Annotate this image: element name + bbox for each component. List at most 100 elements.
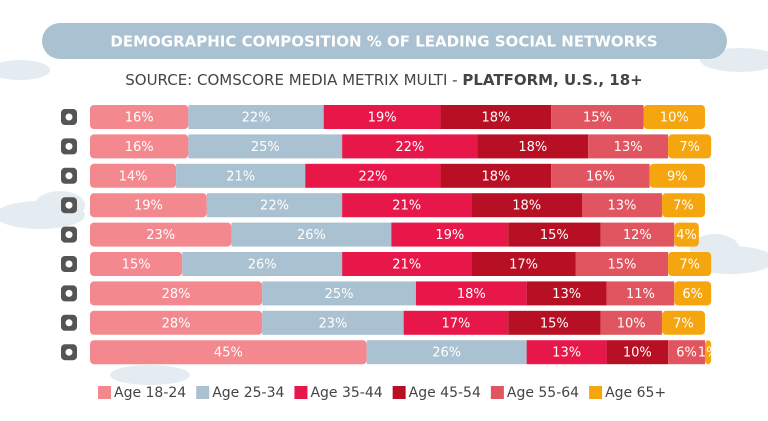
bar-segment [440, 105, 552, 129]
bar-segment [551, 105, 644, 129]
data-label: 15% [583, 111, 612, 126]
legend-label: Age 25-34 [212, 385, 284, 401]
data-label: 18% [518, 140, 547, 155]
data-label: 22% [358, 169, 387, 184]
network-icon-dot [65, 231, 73, 239]
bar-segment [606, 340, 669, 365]
bar-segment [668, 340, 705, 365]
data-label: 16% [125, 111, 154, 126]
network-icon-dot [65, 289, 73, 297]
data-label: 15% [608, 258, 637, 273]
network-icon-dot [65, 172, 73, 180]
legend-label: Age 65+ [605, 385, 666, 401]
data-label: 7% [673, 316, 694, 331]
network-icon-dot [65, 260, 73, 268]
bar-segment [403, 310, 509, 335]
data-label: 6% [682, 287, 703, 302]
data-label: 17% [509, 258, 538, 273]
bar-segment [674, 281, 712, 306]
data-label: 13% [608, 199, 637, 214]
data-label: 7% [673, 199, 694, 214]
bar-segment [342, 134, 478, 159]
data-label: 17% [441, 316, 470, 331]
legend-label: Age 45-54 [409, 385, 481, 401]
source: SOURCE: COMSCORE MEDIA METRIX MULTI - PL… [125, 71, 642, 89]
legend-label: Age 35-44 [310, 385, 382, 401]
bar-segment [551, 163, 650, 188]
bar-segment [582, 193, 662, 218]
bar-segment [90, 252, 183, 276]
network-icons [61, 109, 77, 361]
data-label: 10% [660, 111, 689, 126]
data-label: 7% [679, 258, 700, 273]
data-label: 1% [698, 346, 719, 361]
bar-segment [231, 222, 392, 247]
data-label: 26% [432, 346, 461, 361]
bar-segment [391, 222, 509, 247]
legend-swatch [392, 386, 406, 399]
legend-swatch [98, 386, 111, 399]
bar-segment [90, 222, 232, 247]
data-label: 21% [226, 169, 255, 184]
bar-segment [90, 281, 263, 306]
bar-segment [182, 252, 343, 276]
bar-segment [668, 134, 712, 159]
bar-segment [262, 281, 416, 306]
bar-segment [206, 193, 343, 218]
bar-segment [705, 340, 712, 365]
bar-segment [600, 310, 662, 335]
data-label: 21% [392, 258, 421, 273]
bar-segment [471, 193, 582, 218]
data-label: 18% [457, 287, 486, 302]
legend-swatch [196, 386, 210, 399]
bar-segment [508, 222, 601, 247]
data-label: 4% [676, 228, 697, 243]
data-label: 45% [214, 346, 243, 361]
bar-segment [188, 105, 324, 129]
source-bold: PLATFORM, U.S., 18+ [462, 71, 642, 89]
data-label: 19% [435, 228, 464, 243]
data-label: 22% [260, 199, 289, 214]
data-label: 12% [623, 228, 652, 243]
data-label: 14% [119, 169, 148, 184]
bar-segment [90, 163, 177, 188]
data-label: 26% [297, 228, 326, 243]
bar-segment [90, 193, 207, 218]
data-label: 7% [679, 140, 700, 155]
data-label: 13% [614, 140, 643, 155]
data-label: 10% [623, 346, 652, 361]
bar-segment [305, 163, 441, 188]
bar-segment [643, 105, 705, 129]
bar-segment [366, 340, 527, 365]
data-label: 19% [368, 111, 397, 126]
bar-segment [471, 252, 576, 276]
data-label: 16% [125, 140, 154, 155]
bar-segment [600, 222, 675, 247]
bar-segment [661, 193, 705, 218]
legend-swatch [294, 386, 308, 399]
data-label: 9% [667, 169, 688, 184]
data-label: 18% [512, 199, 541, 214]
network-icon-dot [65, 142, 73, 150]
data-label: 23% [146, 228, 175, 243]
bar-segment [90, 340, 367, 365]
bar-segment [526, 340, 607, 365]
network-icon-dot [65, 113, 73, 121]
bar-segment [649, 163, 705, 188]
bar-segment [606, 281, 675, 306]
data-label: 11% [626, 287, 655, 302]
bar-segment [674, 222, 699, 247]
bar-segment [90, 105, 189, 129]
legend-label: Age 55-64 [507, 385, 579, 401]
bar-segment [440, 163, 552, 188]
legend-swatch [589, 386, 603, 399]
legend-label: Age 18-24 [114, 385, 186, 401]
data-label: 26% [248, 258, 277, 273]
bar-segment [262, 310, 404, 335]
data-label: 15% [122, 258, 151, 273]
bar-segment [661, 310, 705, 335]
bar-segment [668, 252, 712, 276]
data-label: 25% [251, 140, 280, 155]
data-label: 15% [540, 316, 569, 331]
